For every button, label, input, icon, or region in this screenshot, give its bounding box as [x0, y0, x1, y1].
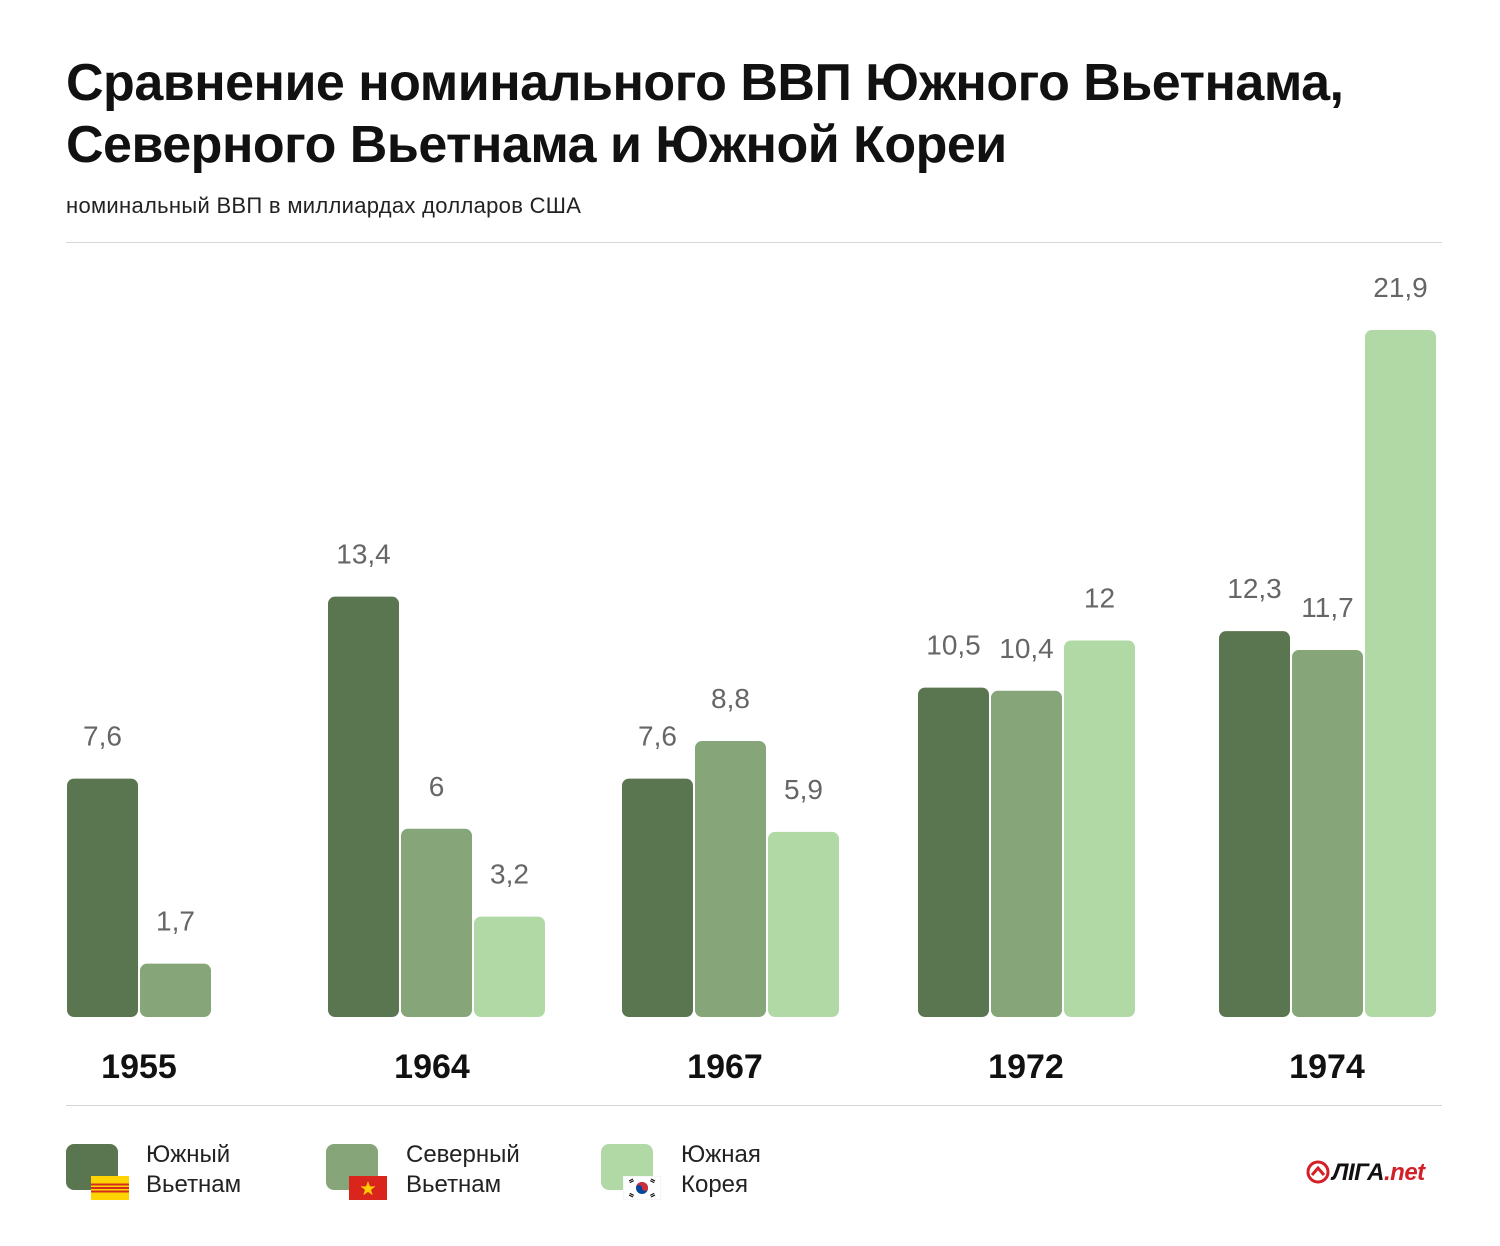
data-label: 3,2: [490, 859, 529, 890]
legend-item-north-vietnam: Северный Вьетнам: [326, 1140, 566, 1200]
bar-1972-series-2: [1064, 640, 1135, 1017]
bar-1967-series-0: [622, 778, 693, 1017]
data-label: 12,3: [1227, 573, 1282, 604]
year-label-1967: 1967: [687, 1048, 763, 1086]
logo-text: ЛIГА.net: [1332, 1159, 1425, 1187]
data-label: 12: [1084, 583, 1115, 614]
top-divider: [66, 242, 1442, 243]
chart-subtitle: номинальный ВВП в миллиардах долларов СШ…: [66, 193, 582, 218]
vietnam-flag-icon: [349, 1176, 387, 1200]
liga-net-logo: ЛIГА.net: [1306, 1154, 1446, 1194]
data-label: 5,9: [784, 774, 823, 805]
bar-1964-series-2: [474, 916, 545, 1017]
bar-1974-series-0: [1219, 631, 1290, 1017]
south-vietnam-flag-icon: [91, 1176, 129, 1200]
bar-1974-series-1: [1292, 649, 1363, 1017]
year-label-1955: 1955: [101, 1048, 177, 1086]
data-label: 6: [429, 771, 445, 802]
chart-title: Сравнение номинального ВВП Южного Вьетна…: [66, 54, 1344, 174]
data-label: 7,6: [638, 721, 677, 752]
data-label: 7,6: [83, 721, 122, 752]
year-label-1972: 1972: [988, 1048, 1064, 1086]
data-label: 8,8: [711, 683, 750, 714]
bar-chart: 7,6 13,4 7,6 10,5 12,3 1,7 6 8,8 10,4 11,7 3,2 5,9 1…: [67, 272, 1436, 1086]
south-korea-flag-icon: [623, 1176, 661, 1200]
bar-1955-series-1: [140, 963, 211, 1017]
bar-1955-series-0: [67, 778, 138, 1017]
data-label: 21,9: [1373, 272, 1428, 303]
legend-item-south-vietnam: Южный Вьетнам: [66, 1140, 286, 1200]
liga-logo-icon: [1306, 1160, 1330, 1184]
legend-item-south-korea: Южная Корея: [601, 1140, 821, 1200]
bar-1972-series-1: [991, 690, 1062, 1017]
data-label: 1,7: [156, 906, 195, 937]
bar-1974-series-2: [1365, 329, 1436, 1017]
bar-1964-series-0: [328, 596, 399, 1017]
bar-1967-series-1: [695, 740, 766, 1017]
bar-1964-series-1: [401, 828, 472, 1017]
legend-label: Южный Вьетнам: [146, 1141, 242, 1198]
legend-label: Северный Вьетнам: [406, 1141, 520, 1198]
data-label: 13,4: [336, 539, 391, 570]
legend-label: Южная Корея: [681, 1141, 761, 1198]
logo-main: ЛIГА: [1332, 1159, 1385, 1186]
year-label-1974: 1974: [1289, 1048, 1365, 1086]
bar-1967-series-2: [768, 831, 839, 1017]
bottom-divider: [66, 1105, 1442, 1106]
data-label: 11,7: [1301, 592, 1353, 623]
data-label: 10,4: [999, 633, 1054, 664]
year-label-1964: 1964: [394, 1048, 470, 1086]
data-label: 10,5: [926, 630, 981, 661]
logo-suffix: .net: [1384, 1159, 1425, 1186]
bar-1972-series-0: [918, 687, 989, 1017]
